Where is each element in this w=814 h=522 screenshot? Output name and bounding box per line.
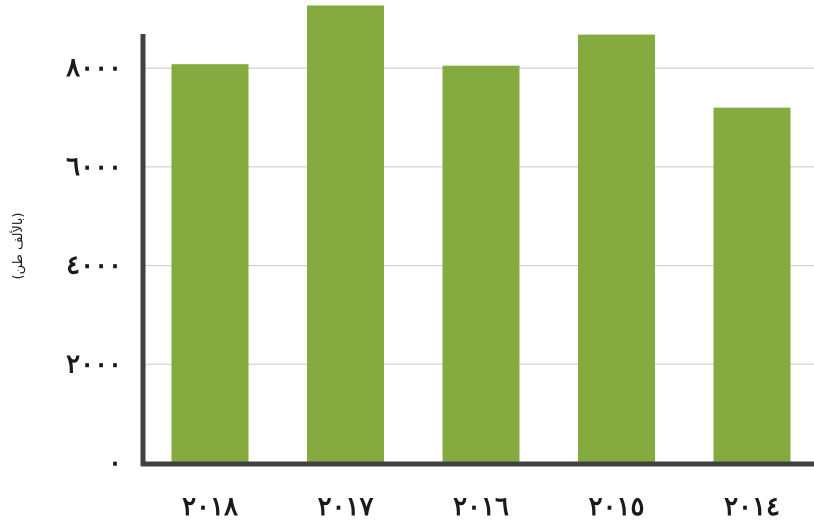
bars xyxy=(171,5,791,464)
x-tick-label: ٢٠١٧ xyxy=(318,492,374,522)
y-tick-label: ٢٠٠٠ xyxy=(66,349,122,379)
y-tick-label: ٤٠٠٠ xyxy=(66,251,122,281)
bar xyxy=(307,5,384,463)
y-tick-labels: ٠ ٢٠٠٠ ٤٠٠٠ ٦٠٠٠ ٨٠٠٠ xyxy=(65,53,122,478)
bar xyxy=(713,107,791,463)
bar xyxy=(442,65,520,464)
x-tick-label: ٢٠١٦ xyxy=(453,492,509,522)
x-tick-labels: ٢٠١٨ ٢٠١٧ ٢٠١٦ ٢٠١٥ ٢٠١٤ xyxy=(182,492,780,522)
y-axis-title: (بالألف طن) xyxy=(9,213,26,280)
x-tick-label: ٢٠١٥ xyxy=(589,492,645,522)
bar xyxy=(578,34,655,463)
y-tick-label: ٦٠٠٠ xyxy=(66,152,122,182)
y-tick-label: ٠ xyxy=(108,448,122,478)
axes xyxy=(140,34,814,467)
x-tick-label: ٢٠١٤ xyxy=(724,492,780,522)
y-tick-label: ٨٠٠٠ xyxy=(65,53,122,83)
x-tick-label: ٢٠١٨ xyxy=(182,492,238,522)
bar xyxy=(171,64,249,464)
